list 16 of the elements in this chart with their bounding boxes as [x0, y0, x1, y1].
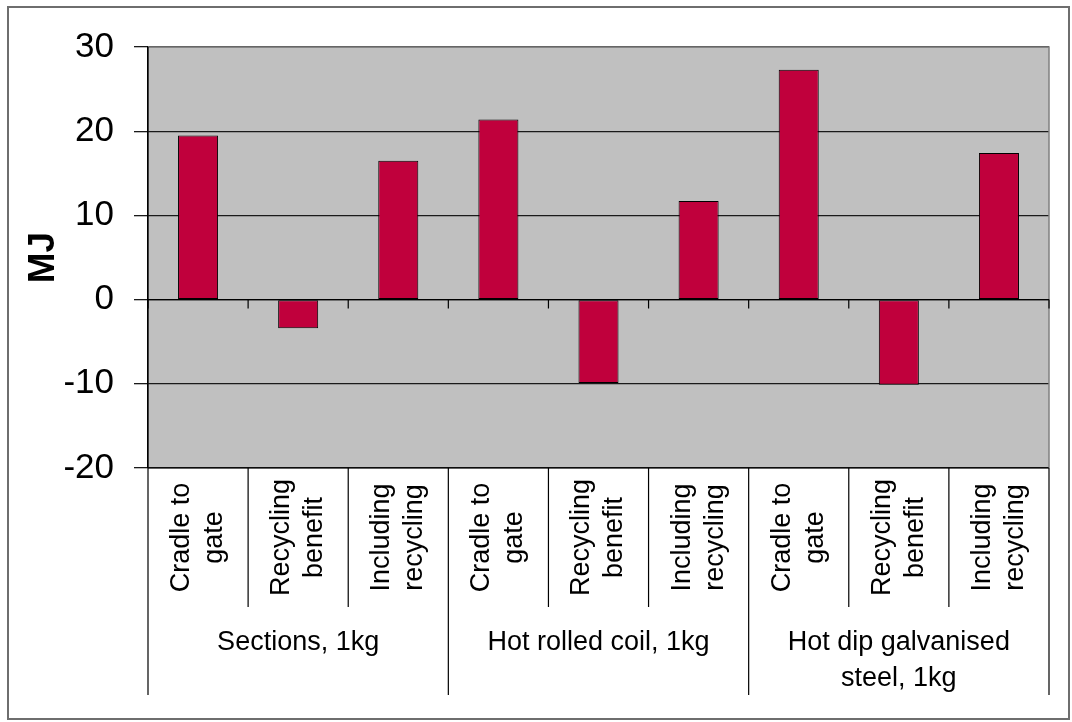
y-tick-label: -10 [63, 361, 114, 401]
y-tick-label: 20 [75, 108, 114, 148]
text: Hot dip galvanised steel, 1kg [787, 626, 1010, 693]
x-tick-label: Including recycling [365, 483, 429, 592]
x-tick-label: Cradle to gate [765, 482, 829, 593]
y-tick-label: 30 [75, 24, 114, 64]
x-tick-label: Including recycling [665, 483, 729, 592]
text: Sections, 1kg [217, 626, 380, 657]
x-tick-label: Cradle to gate [465, 482, 529, 593]
y-tick-label: 0 [94, 277, 114, 317]
y-axis-title: MJ [21, 231, 63, 284]
x-tick-label: Including recycling [965, 483, 1029, 592]
text: Hot rolled coil, 1kg [487, 626, 710, 657]
y-tick-label: -20 [63, 445, 114, 485]
x-tick-label: Cradle to gate [165, 482, 229, 593]
y-tick-label: 10 [75, 193, 114, 233]
